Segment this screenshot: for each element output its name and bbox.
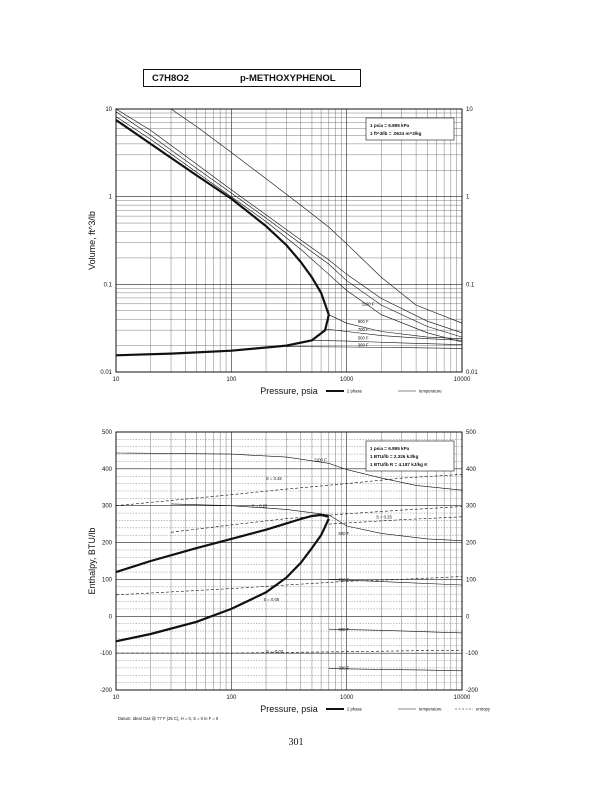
y-tick-label: 0.01 [100, 370, 112, 376]
y-tick-label-right: 1 [466, 195, 470, 201]
x-tick-label: 10 [113, 377, 120, 383]
y-tick-label-right: 400 [466, 467, 477, 473]
series-line [115, 452, 463, 491]
series-line [115, 474, 463, 506]
datum-footnote: Datum: Ideal Gas @ 77 F (25 C), H = 0, S… [118, 716, 219, 721]
y-tick-label: 300 [102, 504, 113, 510]
curve-label: S = 0.25 [376, 515, 392, 520]
series-line [170, 503, 463, 541]
x-axis-label: Pressure, psia [260, 704, 318, 714]
y-tick-label-right: -200 [466, 688, 479, 694]
curve-label: 800 F [358, 319, 369, 324]
series-line [324, 328, 463, 341]
y-axis-label: Enthalpy, BTU/lb [87, 528, 97, 595]
series-line [170, 506, 463, 533]
series-line [115, 119, 330, 316]
x-tick-label: 100 [226, 377, 237, 383]
x-tick-label: 10000 [454, 695, 471, 701]
conversion-note-line: 1 psia = 6.895 kPa [370, 123, 410, 128]
curve-label: 1100 F [362, 302, 375, 307]
y-tick-label: 500 [102, 430, 113, 436]
series-line [328, 516, 463, 525]
y-tick-label: -200 [100, 688, 113, 694]
y-tick-label-right: 300 [466, 504, 477, 510]
series-line [328, 314, 463, 339]
series-line [286, 346, 463, 349]
page-number: 301 [288, 737, 304, 748]
y-tick-label-right: 100 [466, 577, 477, 583]
y-tick-label-right: 0.01 [466, 370, 478, 376]
y-tick-label-right: 0 [466, 614, 470, 620]
legend-label: temperature [419, 389, 442, 394]
conversion-note-line: 1 BTU/lb R = 4.187 kJ/kg K [370, 462, 428, 467]
series-line [115, 116, 463, 343]
curve-label: 800 F [339, 531, 350, 536]
x-tick-label: 10000 [454, 377, 471, 383]
chart-1: 1100 F 800 F 700 F 500 F 300 F 10 100 1000 10000… [87, 107, 478, 396]
series-line [115, 108, 463, 334]
legend-label: temperature [419, 707, 442, 712]
series-line [115, 513, 330, 574]
curve-label: S = 0.34 [266, 476, 282, 481]
series-line [328, 668, 463, 672]
y-tick-label-right: 500 [466, 430, 477, 436]
conversion-note-line: 1 ft^3/lb = .0624 m^3/kg [370, 131, 422, 136]
curve-label: 1100 F [314, 457, 327, 462]
conversion-note-box [365, 117, 455, 141]
series-line [116, 649, 463, 654]
curve-label: S = -0.07 [266, 649, 284, 654]
series-line [328, 628, 463, 634]
series-line [311, 340, 463, 345]
y-tick-label: 100 [102, 577, 113, 583]
conversion-note-box [365, 440, 455, 472]
y-tick-label: -100 [100, 651, 113, 657]
plot-frame [115, 431, 463, 691]
y-tick-label-right: 0.1 [466, 282, 475, 288]
curve-label: S = 0.25 [252, 504, 268, 509]
y-tick-label: 0 [109, 614, 113, 620]
x-axis-label: Pressure, psia [260, 386, 318, 396]
y-tick-label-right: -100 [466, 651, 479, 657]
chemical-formula: C7H8O2 [152, 72, 189, 84]
curve-label: S = 0.05 [263, 597, 279, 602]
legend-label: 2 phase [347, 707, 363, 712]
series-line [115, 518, 330, 643]
curve-label: 300 F [339, 666, 350, 671]
x-tick-label: 1000 [340, 377, 354, 383]
x-tick-label: 100 [226, 695, 237, 701]
conversion-note-line: 1 BTU/lb = 2.326 kJ/kg [370, 454, 419, 459]
y-tick-label: 400 [102, 467, 113, 473]
legend-label: 2 phase [347, 389, 363, 394]
y-tick-label-right: 10 [466, 107, 473, 113]
series-line [328, 579, 463, 586]
chart-title-box: C7H8O2 p-METHOXYPHENOL [143, 69, 361, 87]
series-line [115, 111, 463, 338]
chart-2: 1100 F 800 F 700 F 500 F 300 F S = 0.34 S = 0.… [87, 430, 491, 714]
y-tick-label: 10 [105, 107, 112, 113]
legend-label: entropy [476, 707, 491, 712]
series-line [170, 108, 463, 324]
y-tick-label: 1 [109, 195, 113, 201]
curve-label: 500 F [358, 335, 369, 340]
conversion-note-line: 1 psia = 6.895 kPa [370, 446, 410, 451]
y-axis-label: Volume, ft^3/lb [87, 211, 97, 270]
series-line [115, 576, 463, 596]
series-line [115, 314, 330, 357]
chemical-name: p-METHOXYPHENOL [240, 72, 336, 84]
curve-label: 500 F [339, 627, 350, 632]
curve-label: 300 F [358, 342, 369, 347]
plot-frame [115, 108, 463, 373]
y-tick-label-right: 200 [466, 541, 477, 547]
curve-label: 700 F [339, 577, 350, 582]
curve-label: 700 F [358, 327, 369, 332]
y-tick-label: 0.1 [104, 282, 113, 288]
x-tick-label: 10 [113, 695, 120, 701]
x-tick-label: 1000 [340, 695, 354, 701]
y-tick-label: 200 [102, 541, 113, 547]
